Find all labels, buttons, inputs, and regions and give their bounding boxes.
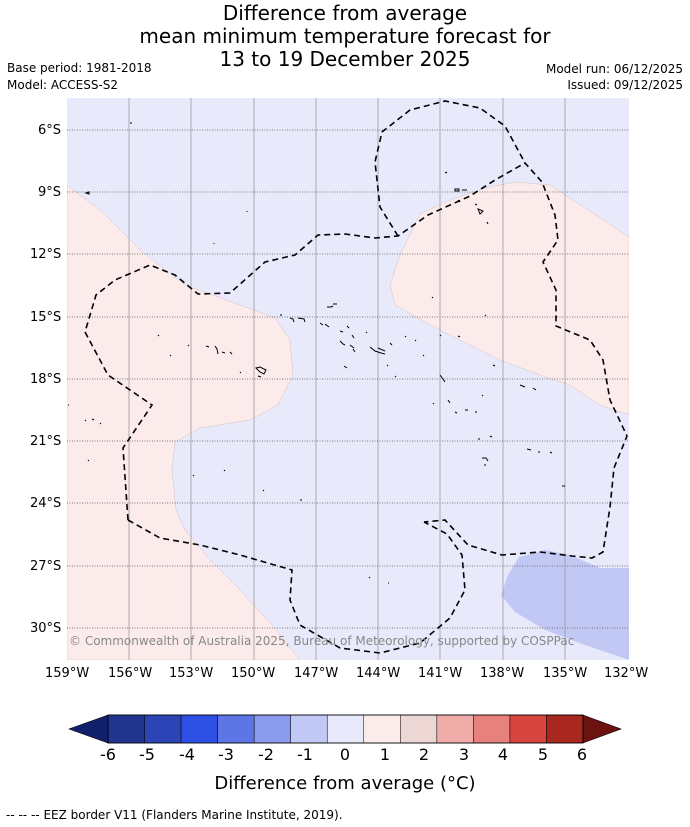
eez-borders (84, 100, 628, 654)
colorbar-tick: -4 (179, 745, 195, 764)
colorbar-tick: 4 (497, 745, 509, 764)
model-run-text: Model run: 06/12/2025 (545, 62, 683, 76)
colorbar-cell (253, 714, 291, 744)
colorbar-tick: -6 (100, 745, 116, 764)
colorbar-cell (509, 714, 547, 744)
colorbar-tick: 2 (418, 745, 430, 764)
lat-label: 15°S (30, 310, 62, 325)
title-line-3: 13 to 19 December 2025 (219, 47, 471, 71)
eez-border-south (127, 519, 466, 654)
colorbar (68, 714, 622, 744)
colorbar-cell (326, 714, 365, 744)
lat-label: 18°S (30, 372, 62, 387)
eez-legend-text: EEZ border V11 (Flanders Marine Institut… (43, 808, 343, 822)
eez-legend: -- -- -- EEZ border V11 (Flanders Marine… (6, 808, 343, 822)
colorbar-cell (473, 714, 511, 744)
colorbar-tick: -3 (218, 745, 234, 764)
colorbar-cell (290, 714, 328, 744)
colorbar-label: Difference from average (°C) (214, 773, 476, 794)
colorbar-tick: 3 (458, 745, 470, 764)
lon-label: 132°W (604, 666, 649, 681)
colorbar-under-arrow (68, 714, 109, 744)
latitude-gridlines (67, 129, 629, 629)
lon-label: 138°W (480, 666, 525, 681)
colorbar-tick: -1 (297, 745, 313, 764)
lon-label: 159°W (45, 666, 90, 681)
title-line-2: mean minimum temperature forecast for (139, 24, 551, 48)
lat-label: 27°S (30, 559, 62, 574)
lat-label: 21°S (30, 434, 62, 449)
islands (68, 122, 565, 584)
lon-label: 144°W (356, 666, 401, 681)
colorbar-cell (546, 714, 584, 744)
colorbar-tick: 5 (537, 745, 549, 764)
lon-label: 150°W (231, 666, 276, 681)
eez-legend-marker: -- -- -- (6, 808, 40, 822)
copyright-text: © Commonwealth of Australia 2025, Bureau… (69, 634, 575, 648)
lat-label: 30°S (30, 621, 62, 636)
lat-label: 9°S (38, 185, 62, 200)
colorbar-cell (436, 714, 474, 744)
lon-label: 141°W (418, 666, 463, 681)
lon-label: 147°W (294, 666, 339, 681)
base-period-text: Base period: 1981-2018 (7, 61, 152, 75)
colorbar-frame (107, 714, 584, 744)
colorbar-tick: 0 (339, 745, 351, 764)
colorbar-tick: -2 (258, 745, 274, 764)
colorbar-tick: 1 (379, 745, 391, 764)
colorbar-cell (107, 714, 145, 744)
lat-label: 6°S (38, 123, 62, 138)
issued-text: Issued: 09/12/2025 (567, 78, 683, 92)
colorbar-tick: -5 (139, 745, 155, 764)
lon-label: 156°W (108, 666, 153, 681)
title-line-1: Difference from average (222, 1, 468, 25)
positive-anomaly-east (389, 181, 629, 416)
positive-anomaly-west (67, 184, 301, 660)
colorbar-cell (400, 714, 438, 744)
colorbar-cells (107, 714, 584, 744)
colorbar-cell (363, 714, 401, 744)
colorbar-over-arrow (582, 714, 622, 744)
lat-label: 12°S (30, 247, 62, 262)
lon-label: 153°W (169, 666, 214, 681)
lat-label: 24°S (30, 496, 62, 511)
colorbar-cell (144, 714, 182, 744)
model-text: Model: ACCESS-S2 (7, 78, 119, 92)
eez-border-marquesas-north (374, 100, 526, 237)
lon-label: 135°W (543, 666, 588, 681)
colorbar-cell (217, 714, 255, 744)
colorbar-cell (180, 714, 218, 744)
colorbar-tick: 6 (576, 745, 588, 764)
